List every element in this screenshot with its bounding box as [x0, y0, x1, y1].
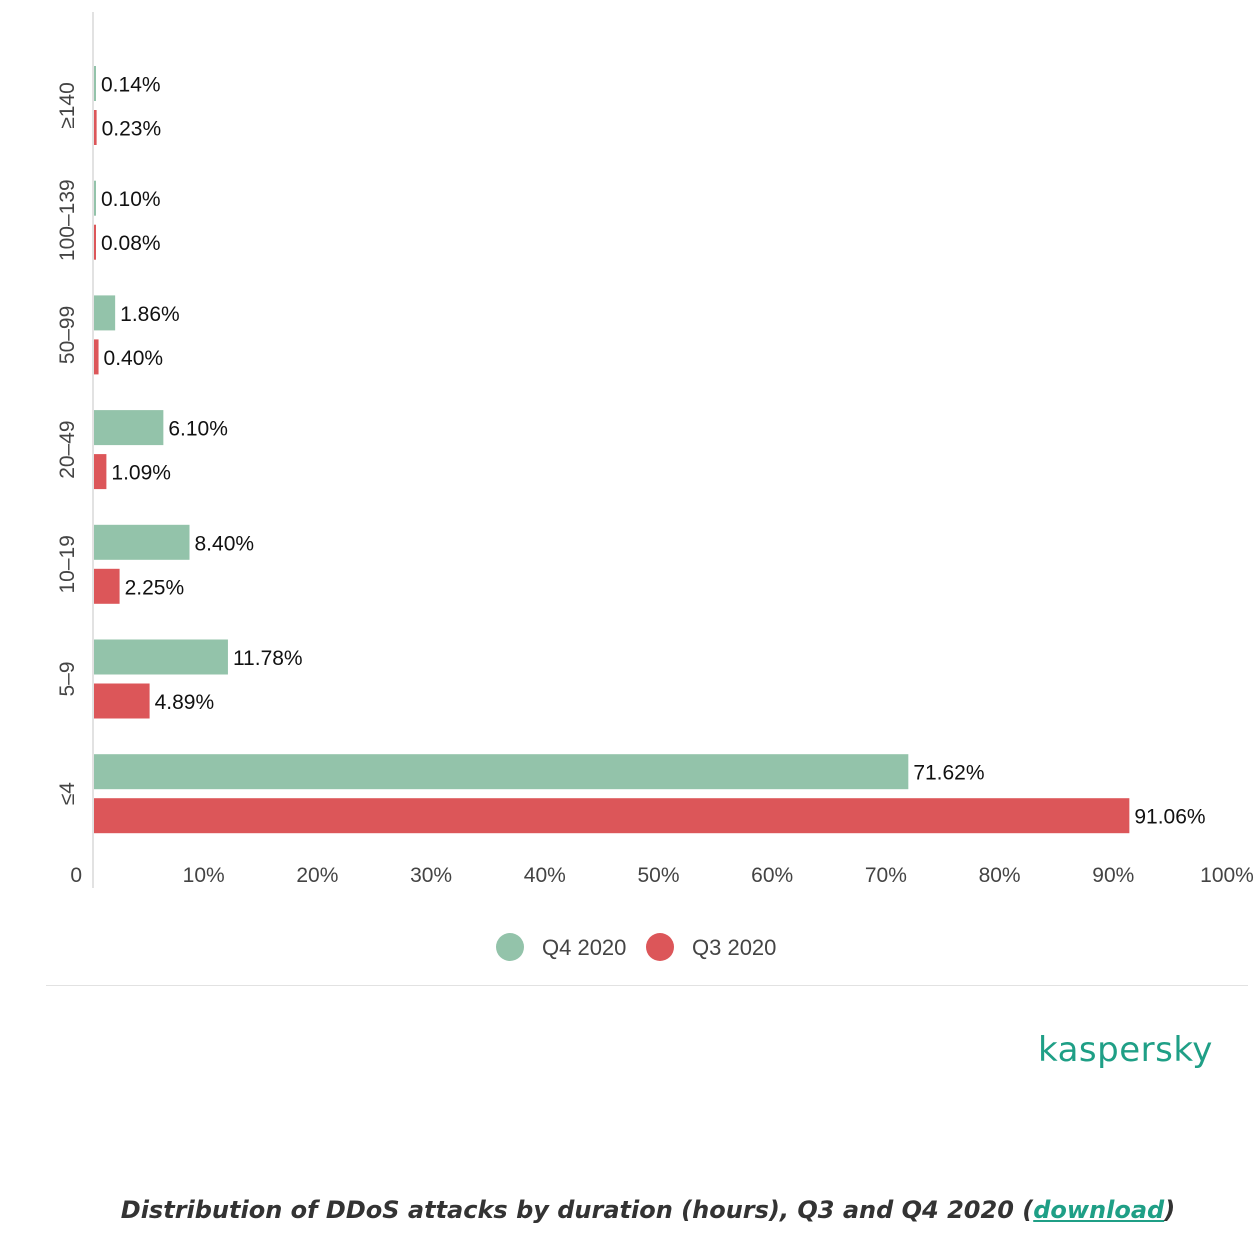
x-tick-label: 100%	[1200, 864, 1254, 887]
x-tick-label: 10%	[183, 864, 225, 887]
bar-q3-cat-2	[94, 339, 99, 375]
data-label-q4-cat-6: 71.62%	[913, 762, 984, 785]
category-label-cat-0: ≥140	[56, 82, 79, 129]
x-tick-label: 20%	[296, 864, 338, 887]
plot-area: 0.14% 0.23% ≥140 0.10% 0.08% 100–139 1.86% 0.40…	[56, 66, 1254, 887]
legend-label-q3: Q3 2020	[692, 935, 776, 960]
x-tick-label: 60%	[751, 864, 793, 887]
data-label-q4-cat-1: 0.10%	[101, 188, 161, 211]
x-tick-label: 90%	[1092, 864, 1134, 887]
category-label-cat-4: 10–19	[56, 535, 79, 593]
legend-label-q4: Q4 2020	[542, 935, 626, 960]
caption-close: )	[1164, 1196, 1176, 1224]
bar-q3-cat-4	[94, 568, 120, 604]
bar-q4-cat-6	[94, 754, 909, 790]
figure-caption: Distribution of DDoS attacks by duration…	[0, 1196, 1254, 1224]
data-label-q4-cat-0: 0.14%	[101, 74, 161, 97]
x-tick-label: 40%	[524, 864, 566, 887]
bar-chart: 0.14% 0.23% ≥140 0.10% 0.08% 100–139 1.86% 0.40…	[56, 12, 1254, 961]
x-tick-label: 80%	[979, 864, 1021, 887]
bar-q3-cat-3	[94, 454, 107, 490]
data-label-q3-cat-5: 4.89%	[155, 691, 215, 714]
bar-q3-cat-0	[94, 110, 97, 145]
caption-text: Distribution of DDoS attacks by duration…	[120, 1196, 1034, 1224]
bar-q4-cat-2	[94, 295, 116, 331]
category-label-cat-5: 5–9	[56, 661, 79, 696]
data-label-q4-cat-5: 11.78%	[233, 647, 303, 670]
data-label-q4-cat-4: 8.40%	[195, 532, 255, 555]
bar-q4-cat-5	[94, 639, 228, 675]
x-tick-label: 50%	[637, 864, 679, 887]
legend: Q4 2020 Q3 2020	[496, 933, 776, 961]
legend-marker-q3	[646, 933, 674, 961]
category-label-cat-3: 20–49	[56, 420, 79, 478]
x-tick-label: 70%	[865, 864, 907, 887]
kaspersky-logo: kaspersky	[1038, 1030, 1213, 1070]
data-label-q3-cat-6: 91.06%	[1134, 806, 1205, 829]
category-label-cat-2: 50–99	[56, 306, 79, 364]
category-label-cat-6: ≤4	[56, 782, 79, 806]
data-label-q3-cat-3: 1.09%	[111, 462, 171, 485]
data-label-q3-cat-4: 2.25%	[125, 576, 185, 599]
data-label-q4-cat-2: 1.86%	[120, 303, 180, 326]
data-label-q3-cat-2: 0.40%	[104, 347, 164, 370]
bar-q4-cat-4	[94, 524, 190, 560]
bar-q3-cat-6	[94, 798, 1130, 834]
divider	[46, 985, 1248, 986]
x-tick-label: 0	[70, 864, 82, 887]
category-label-cat-1: 100–139	[56, 179, 79, 261]
bar-q3-cat-5	[94, 683, 150, 719]
bar-q4-cat-1	[94, 180, 96, 216]
x-tick-label: 30%	[410, 864, 452, 887]
bar-q4-cat-0	[94, 66, 96, 101]
download-link[interactable]: download	[1033, 1196, 1165, 1224]
data-label-q4-cat-3: 6.10%	[168, 418, 228, 441]
legend-marker-q4	[496, 933, 524, 961]
data-label-q3-cat-0: 0.23%	[102, 118, 162, 141]
data-label-q3-cat-1: 0.08%	[101, 232, 161, 255]
bar-q4-cat-3	[94, 410, 164, 446]
bar-q3-cat-1	[94, 224, 96, 260]
